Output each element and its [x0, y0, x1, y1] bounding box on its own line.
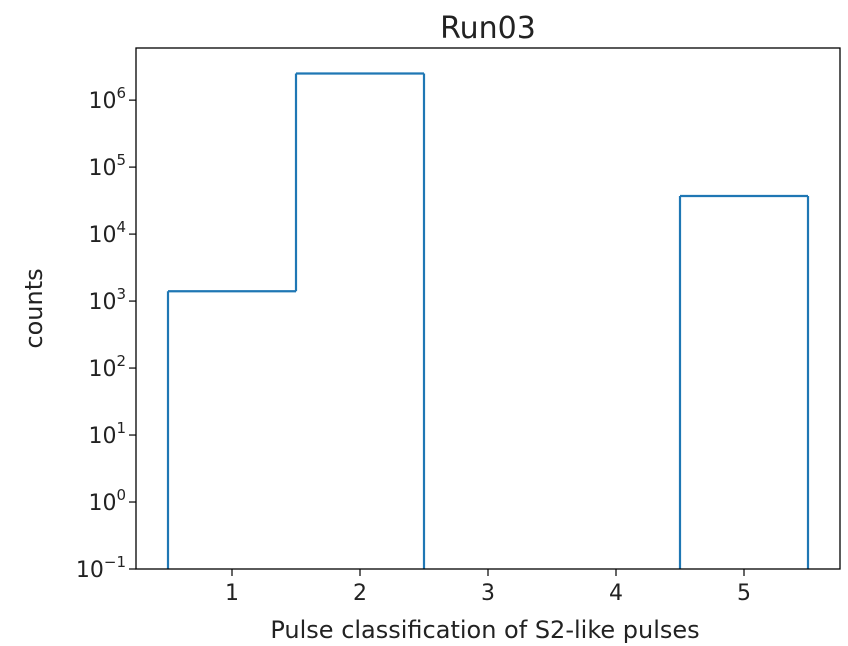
plot-layer [166, 72, 810, 569]
histogram-bin-5 [678, 194, 810, 569]
plot-frame [135, 47, 841, 570]
x-tick-label: 5 [737, 581, 751, 606]
y-tick-label: 106 [88, 84, 126, 114]
x-tick-label: 3 [481, 581, 495, 606]
y-tick-label: 100 [88, 486, 126, 516]
histogram-bin-1 [166, 290, 296, 569]
y-tick-label: 104 [88, 218, 126, 248]
y-tick-label: 102 [88, 352, 126, 382]
y-tick-label: 103 [88, 285, 126, 315]
chart-title: Run03 [440, 11, 536, 46]
x-tick-label: 2 [353, 581, 367, 606]
histogram-bin-2 [294, 72, 424, 292]
ticks-layer: 1 2 3 4 5 10−1 100 101 102 103 104 105 106 [76, 84, 751, 606]
y-tick-label: 10−1 [76, 553, 126, 583]
x-tick-label: 1 [225, 581, 239, 606]
y-tick-label: 101 [88, 419, 126, 449]
y-axis-label: counts [20, 268, 48, 348]
x-tick-label: 4 [609, 581, 623, 606]
x-axis-label: Pulse classification of S2-like pulses [270, 616, 699, 644]
y-tick-label: 105 [88, 151, 126, 181]
